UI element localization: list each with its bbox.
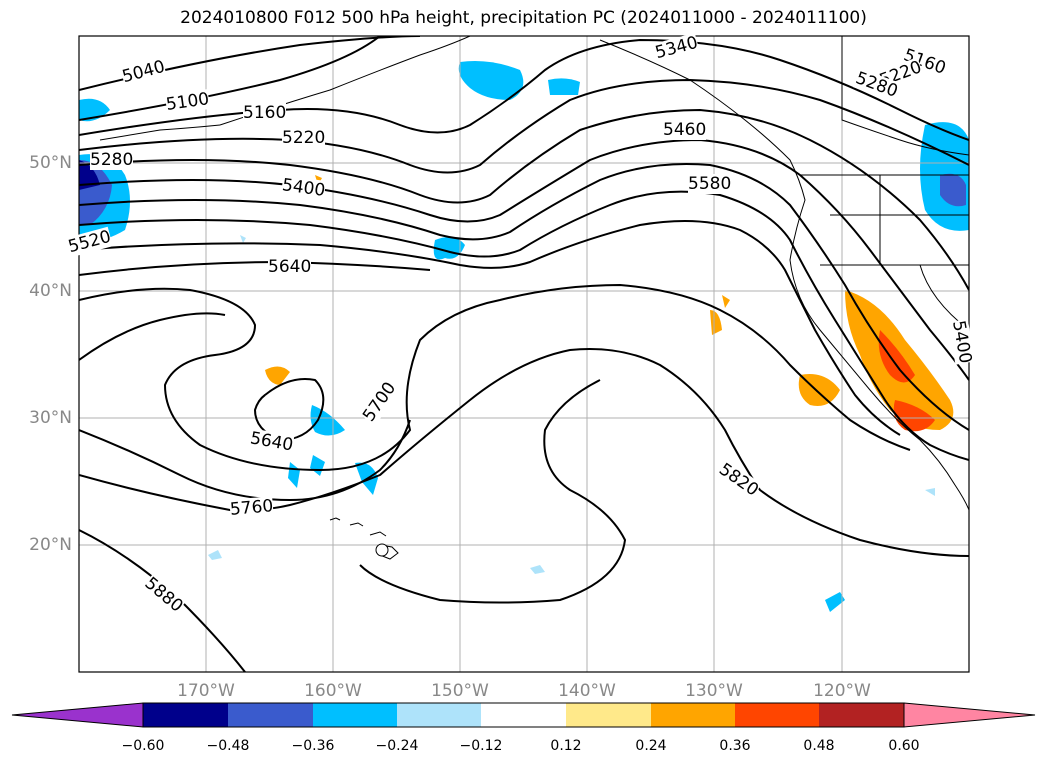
lat-label: 30°N [29, 408, 72, 428]
contour-label: 5280 [90, 150, 134, 170]
colorbar-tick: 0.48 [803, 738, 835, 754]
colorbar-tick: −0.12 [459, 738, 503, 754]
colorbar-tick: 0.12 [550, 738, 582, 754]
lon-label: 160°W [304, 681, 362, 701]
lon-label: 170°W [177, 681, 235, 701]
lon-label: 140°W [558, 681, 616, 701]
colorbar-tick: −0.24 [375, 738, 419, 754]
colorbar-tick: 0.36 [719, 738, 751, 754]
lat-label: 20°N [29, 535, 72, 555]
colorbar-tick: −0.36 [291, 738, 335, 754]
lat-label: 40°N [29, 281, 72, 301]
colorbar-tick: −0.48 [206, 738, 250, 754]
contour-label: 5160 [243, 103, 287, 123]
contour-label: 5580 [688, 174, 732, 194]
lon-label: 120°W [813, 681, 871, 701]
lon-label: 150°W [431, 681, 489, 701]
contour-label: 5760 [229, 496, 275, 520]
precipitation-shading [79, 61, 969, 612]
coastlines [99, 36, 969, 560]
graticule [79, 36, 969, 672]
map-title: 2024010800 F012 500 hPa height, precipit… [180, 8, 867, 28]
contour-label: 5460 [663, 120, 707, 140]
lat-label: 50°N [29, 153, 72, 173]
lon-label: 130°W [685, 681, 743, 701]
colorbar [11, 702, 1036, 728]
contour-label: 5640 [268, 257, 312, 277]
colorbar-tick: −0.60 [121, 738, 165, 754]
contour-label: 5220 [282, 128, 326, 148]
colorbar-tick: 0.24 [635, 738, 667, 754]
colorbar-tick: 0.60 [888, 738, 920, 754]
